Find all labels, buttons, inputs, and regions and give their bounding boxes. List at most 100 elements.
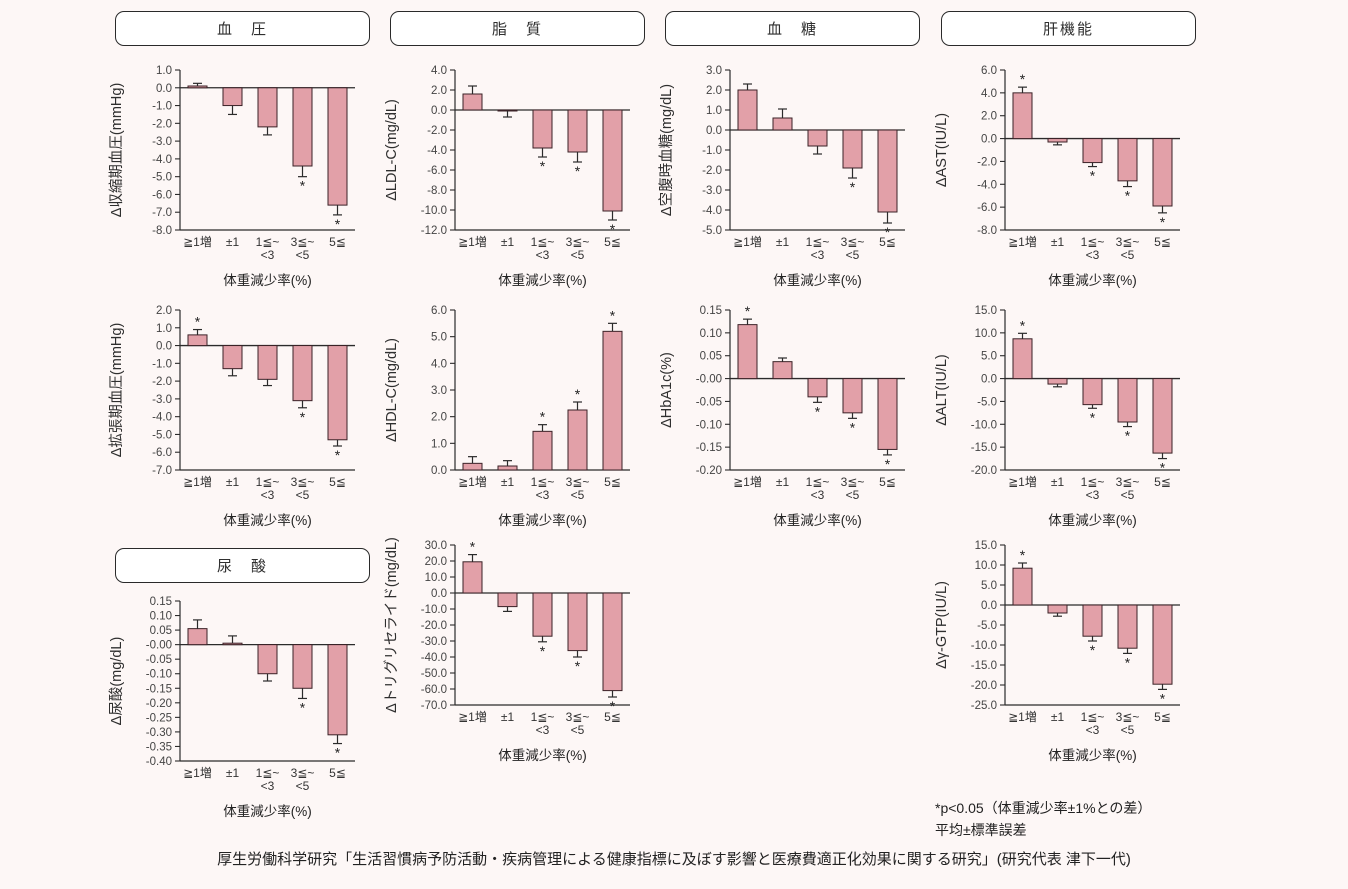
bar bbox=[222, 345, 243, 370]
y-axis-title: Δトリグリセライド(mg/dL) bbox=[383, 537, 400, 713]
y-axis-title: ΔHbA1c(%) bbox=[659, 352, 675, 428]
y-tick-label: 10.0 bbox=[975, 328, 997, 340]
x-tick-label: 1≦~ bbox=[256, 766, 280, 780]
y-tick-label: -5.0 bbox=[977, 396, 997, 408]
bar bbox=[807, 378, 828, 398]
x-tick-label: ±1 bbox=[501, 475, 515, 489]
significance-asterisk: * bbox=[1020, 547, 1026, 563]
significance-asterisk: * bbox=[335, 216, 341, 232]
bar-chart-svg: 1.0 0.0 -1.0 -2.0 -3.0 -4.0 -5.0 -6.0 -7.0 -8.0 ≧1… bbox=[108, 65, 355, 288]
bar bbox=[1012, 567, 1033, 606]
y-tick-label: -5.0 bbox=[977, 620, 997, 632]
y-axis-title: Δ拡張期血圧(mmHg) bbox=[108, 323, 125, 458]
significance-asterisk: * bbox=[540, 409, 546, 425]
y-tick-label: 6.0 bbox=[431, 305, 447, 317]
y-tick-label: 1.0 bbox=[706, 105, 722, 117]
x-tick-label: <3 bbox=[1086, 723, 1100, 737]
bar bbox=[1047, 378, 1068, 385]
bar bbox=[187, 628, 208, 646]
x-tick-label: <5 bbox=[1121, 488, 1135, 502]
significance-asterisk: * bbox=[610, 307, 616, 323]
bar bbox=[532, 430, 553, 471]
x-tick-label: <5 bbox=[571, 488, 585, 502]
x-tick-label: <3 bbox=[811, 248, 825, 262]
panel-title-blood-glucose: 血 糖 bbox=[665, 11, 920, 46]
bar bbox=[532, 109, 553, 149]
y-tick-label: -60.0 bbox=[421, 684, 447, 696]
y-tick-label: 4.0 bbox=[431, 358, 447, 370]
y-tick-label: -7.0 bbox=[152, 465, 172, 477]
y-tick-label: 5.0 bbox=[431, 332, 447, 344]
significance-asterisk: * bbox=[1160, 690, 1166, 706]
x-tick-label: 3≦~ bbox=[841, 235, 865, 249]
bar bbox=[1012, 92, 1033, 140]
y-tick-label: -8.0 bbox=[977, 225, 997, 237]
y-axis-title: ΔHDL-C(mg/dL) bbox=[384, 338, 400, 442]
y-tick-label: -4.0 bbox=[427, 145, 447, 157]
y-axis-title: ΔLDL-C(mg/dL) bbox=[384, 99, 400, 201]
bar bbox=[1047, 138, 1068, 143]
x-tick-label: <5 bbox=[571, 248, 585, 262]
y-tick-label: 0.0 bbox=[156, 83, 172, 95]
y-tick-label: -2.0 bbox=[977, 156, 997, 168]
bar bbox=[222, 642, 243, 646]
x-tick-label: ≧1増 bbox=[1008, 475, 1037, 489]
y-tick-label: 0.10 bbox=[700, 328, 722, 340]
y-tick-label: -1.0 bbox=[702, 145, 722, 157]
x-tick-label: ≧1増 bbox=[733, 235, 762, 249]
x-tick-label: <3 bbox=[811, 488, 825, 502]
chart-gamma-gtp: 15.0 10.0 5.0 0.0 -5.0 -10.0 -15.0 -20.0 -25.0 * ≧… bbox=[930, 535, 1205, 767]
x-tick-label: 3≦~ bbox=[291, 766, 315, 780]
significance-asterisk: * bbox=[1090, 168, 1096, 184]
y-tick-label: -20.0 bbox=[971, 680, 997, 692]
bar bbox=[877, 378, 898, 450]
x-tick-label: ±1 bbox=[776, 475, 790, 489]
x-tick-label: 1≦~ bbox=[1081, 235, 1105, 249]
bar bbox=[257, 644, 278, 675]
x-axis-title: 体重減少率(%) bbox=[223, 272, 312, 288]
x-tick-label: <3 bbox=[261, 248, 275, 262]
y-tick-label: 0.0 bbox=[981, 600, 997, 612]
bar bbox=[1082, 378, 1103, 406]
y-tick-label: 1.0 bbox=[431, 438, 447, 450]
bar-chart-svg: 15.0 10.0 5.0 0.0 -5.0 -10.0 -15.0 -20.0 * ≧1増 ±1 *… bbox=[934, 305, 1180, 528]
y-tick-label: -10.0 bbox=[421, 604, 447, 616]
y-axis-title: Δ収縮期血圧(mmHg) bbox=[108, 83, 125, 218]
x-axis-title: 体重減少率(%) bbox=[223, 512, 312, 528]
y-tick-label: 4.0 bbox=[431, 65, 447, 77]
y-tick-label: -20.0 bbox=[421, 620, 447, 632]
y-tick-label: -0.05 bbox=[146, 654, 172, 666]
x-tick-label: 5≦ bbox=[1154, 475, 1171, 489]
bar bbox=[1152, 138, 1173, 207]
y-tick-label: -2.0 bbox=[427, 125, 447, 137]
x-tick-label: 5≦ bbox=[604, 475, 621, 489]
panel-title-label: 肝機能 bbox=[1042, 21, 1094, 38]
x-tick-label: <5 bbox=[1121, 248, 1135, 262]
bar-chart-svg: 6.0 5.0 4.0 3.0 2.0 1.0 0.0 ≧1増 ±1 * 1≦~<3 * 3≦~<5 * 5… bbox=[384, 305, 630, 528]
chart-ldl-c: 4.0 2.0 0.0 -2.0 -4.0 -6.0 -8.0 -10.0 -12.0 ≧1増 ±1… bbox=[380, 60, 655, 292]
bar bbox=[602, 109, 623, 212]
bar bbox=[1012, 338, 1033, 380]
y-tick-label: -3.0 bbox=[702, 185, 722, 197]
x-tick-label: <3 bbox=[1086, 248, 1100, 262]
y-tick-label: -0.25 bbox=[146, 712, 172, 724]
significance-asterisk: * bbox=[815, 403, 821, 419]
bar bbox=[877, 129, 898, 213]
x-tick-label: <3 bbox=[536, 723, 550, 737]
x-tick-label: 3≦~ bbox=[1116, 475, 1140, 489]
significance-asterisk: * bbox=[1090, 409, 1096, 425]
y-tick-label: -2.0 bbox=[702, 165, 722, 177]
bar bbox=[1117, 604, 1138, 649]
x-tick-label: ±1 bbox=[776, 235, 790, 249]
x-tick-label: ≧1増 bbox=[458, 710, 487, 724]
panel-title-label: 尿 酸 bbox=[216, 558, 268, 575]
y-tick-label: 15.0 bbox=[975, 305, 997, 317]
y-tick-label: 2.0 bbox=[156, 305, 172, 317]
y-tick-label: 30.0 bbox=[425, 540, 447, 552]
bar-chart-svg: 6.0 4.0 2.0 0.0 -2.0 -4.0 -6.0 -8.0 * ≧1増 ±1 * 1≦~<3… bbox=[934, 65, 1180, 288]
bar-chart-svg: 30.0 20.0 10.0 0.0 -10.0 -20.0 -30.0 -40.0 -50.0… bbox=[383, 537, 630, 763]
bar bbox=[327, 644, 348, 736]
y-tick-label: -6.0 bbox=[152, 189, 172, 201]
chart-ast: 6.0 4.0 2.0 0.0 -2.0 -4.0 -6.0 -8.0 * ≧1増 ±1 * 1≦~ <3… bbox=[930, 60, 1205, 292]
x-tick-label: ≧1増 bbox=[458, 235, 487, 249]
